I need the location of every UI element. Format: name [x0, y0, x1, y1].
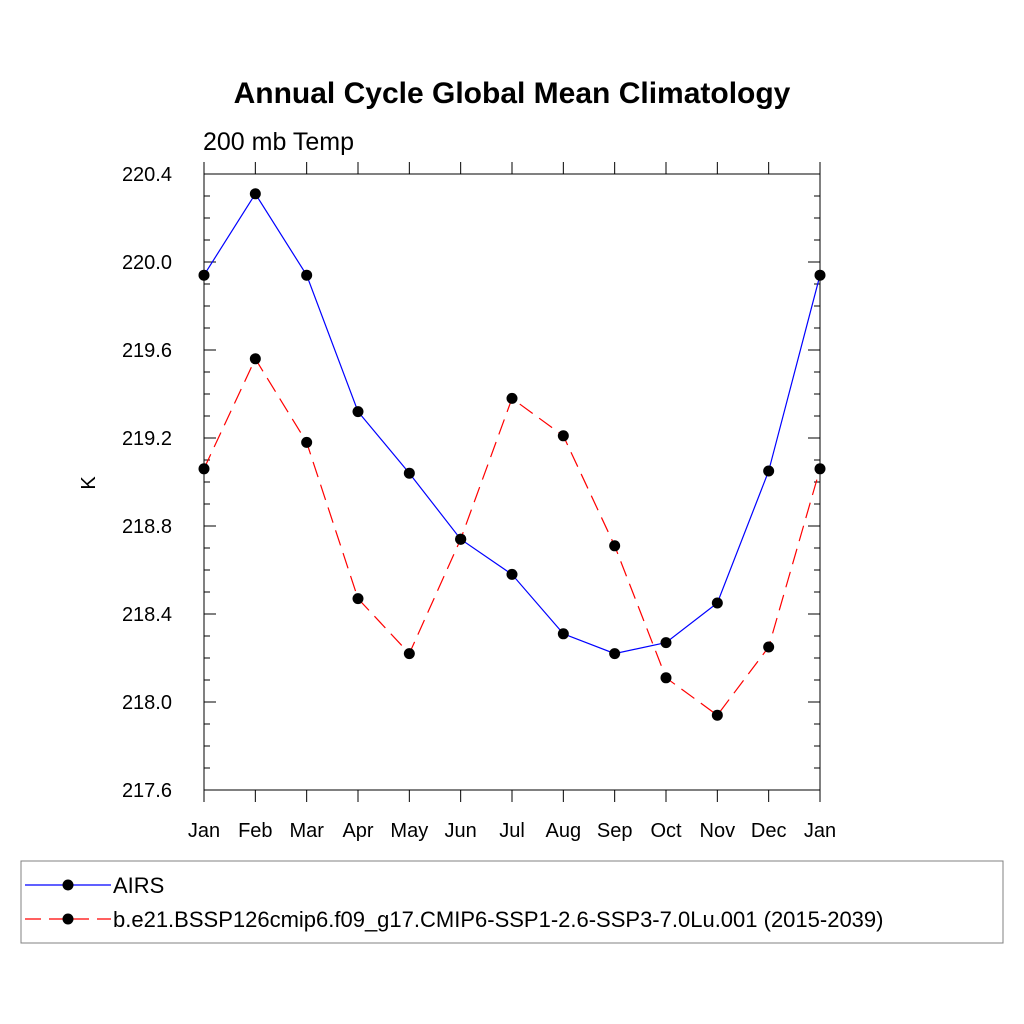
data-point — [763, 641, 775, 653]
data-point — [455, 533, 467, 545]
data-point — [403, 467, 415, 479]
data-point — [557, 628, 569, 640]
series-1 — [198, 188, 826, 660]
x-tick-label: May — [390, 820, 428, 842]
x-tick-label: Nov — [700, 820, 736, 842]
legend: AIRS b.e21.BSSP126cmip6.f09_g17.CMIP6-SSP… — [20, 860, 1004, 944]
data-point — [763, 465, 775, 477]
data-point — [249, 353, 261, 365]
series-2 — [198, 353, 826, 721]
y-tick-label: 220.4 — [122, 164, 172, 186]
x-tick-label: Mar — [289, 820, 324, 842]
data-point — [609, 540, 621, 552]
x-tick-label: Jul — [499, 820, 525, 842]
y-tick-label: 219.6 — [122, 340, 172, 362]
data-point — [198, 269, 210, 281]
y-axis-label: K — [78, 476, 100, 490]
data-point — [198, 463, 210, 475]
data-point — [301, 269, 313, 281]
legend-item: b.e21.BSSP126cmip6.f09_g17.CMIP6-SSP1-2.… — [25, 907, 883, 932]
data-point — [711, 709, 723, 721]
legend-label: b.e21.BSSP126cmip6.f09_g17.CMIP6-SSP1-2.… — [113, 907, 883, 932]
legend-label: AIRS — [113, 873, 164, 898]
x-tick-label: Apr — [342, 820, 373, 842]
data-point — [506, 568, 518, 580]
data-point — [814, 463, 826, 475]
data-point — [660, 637, 672, 649]
chart-title: Annual Cycle Global Mean Climatology — [234, 77, 791, 110]
data-point — [711, 597, 723, 609]
data-point — [814, 269, 826, 281]
data-point — [301, 436, 313, 448]
y-tick-label: 217.6 — [122, 780, 172, 802]
x-tick-label: Oct — [650, 820, 682, 842]
y-tick-label: 218.8 — [122, 516, 172, 538]
data-point — [352, 593, 364, 605]
y-tick-label: 220.0 — [122, 252, 172, 274]
plot-series — [198, 188, 826, 721]
y-tick-label: 219.2 — [122, 428, 172, 450]
axes: Jan Feb Mar Apr May Jun Jul Aug Sep Oct Nov Dec Jan 2… — [122, 162, 836, 842]
x-tick-label: Aug — [546, 820, 582, 842]
data-point — [403, 648, 415, 660]
x-tick-label: Jan — [804, 820, 836, 842]
y-tick-label: 218.4 — [122, 604, 172, 626]
data-point — [249, 188, 261, 200]
legend-item: AIRS — [25, 873, 164, 898]
x-tick-label: Sep — [597, 820, 633, 842]
x-tick-label: Dec — [751, 820, 787, 842]
legend-marker — [62, 879, 74, 891]
legend-marker — [62, 913, 74, 925]
data-point — [352, 406, 364, 418]
data-point — [506, 392, 518, 404]
x-tick-label: Feb — [238, 820, 272, 842]
data-point — [660, 672, 672, 684]
x-tick-label: Jun — [445, 820, 477, 842]
chart-subtitle: 200 mb Temp — [203, 128, 354, 156]
data-point — [557, 430, 569, 442]
x-tick-label: Jan — [188, 820, 220, 842]
legend-box — [20, 860, 1004, 944]
data-point — [609, 648, 621, 660]
y-tick-label: 218.0 — [122, 692, 172, 714]
